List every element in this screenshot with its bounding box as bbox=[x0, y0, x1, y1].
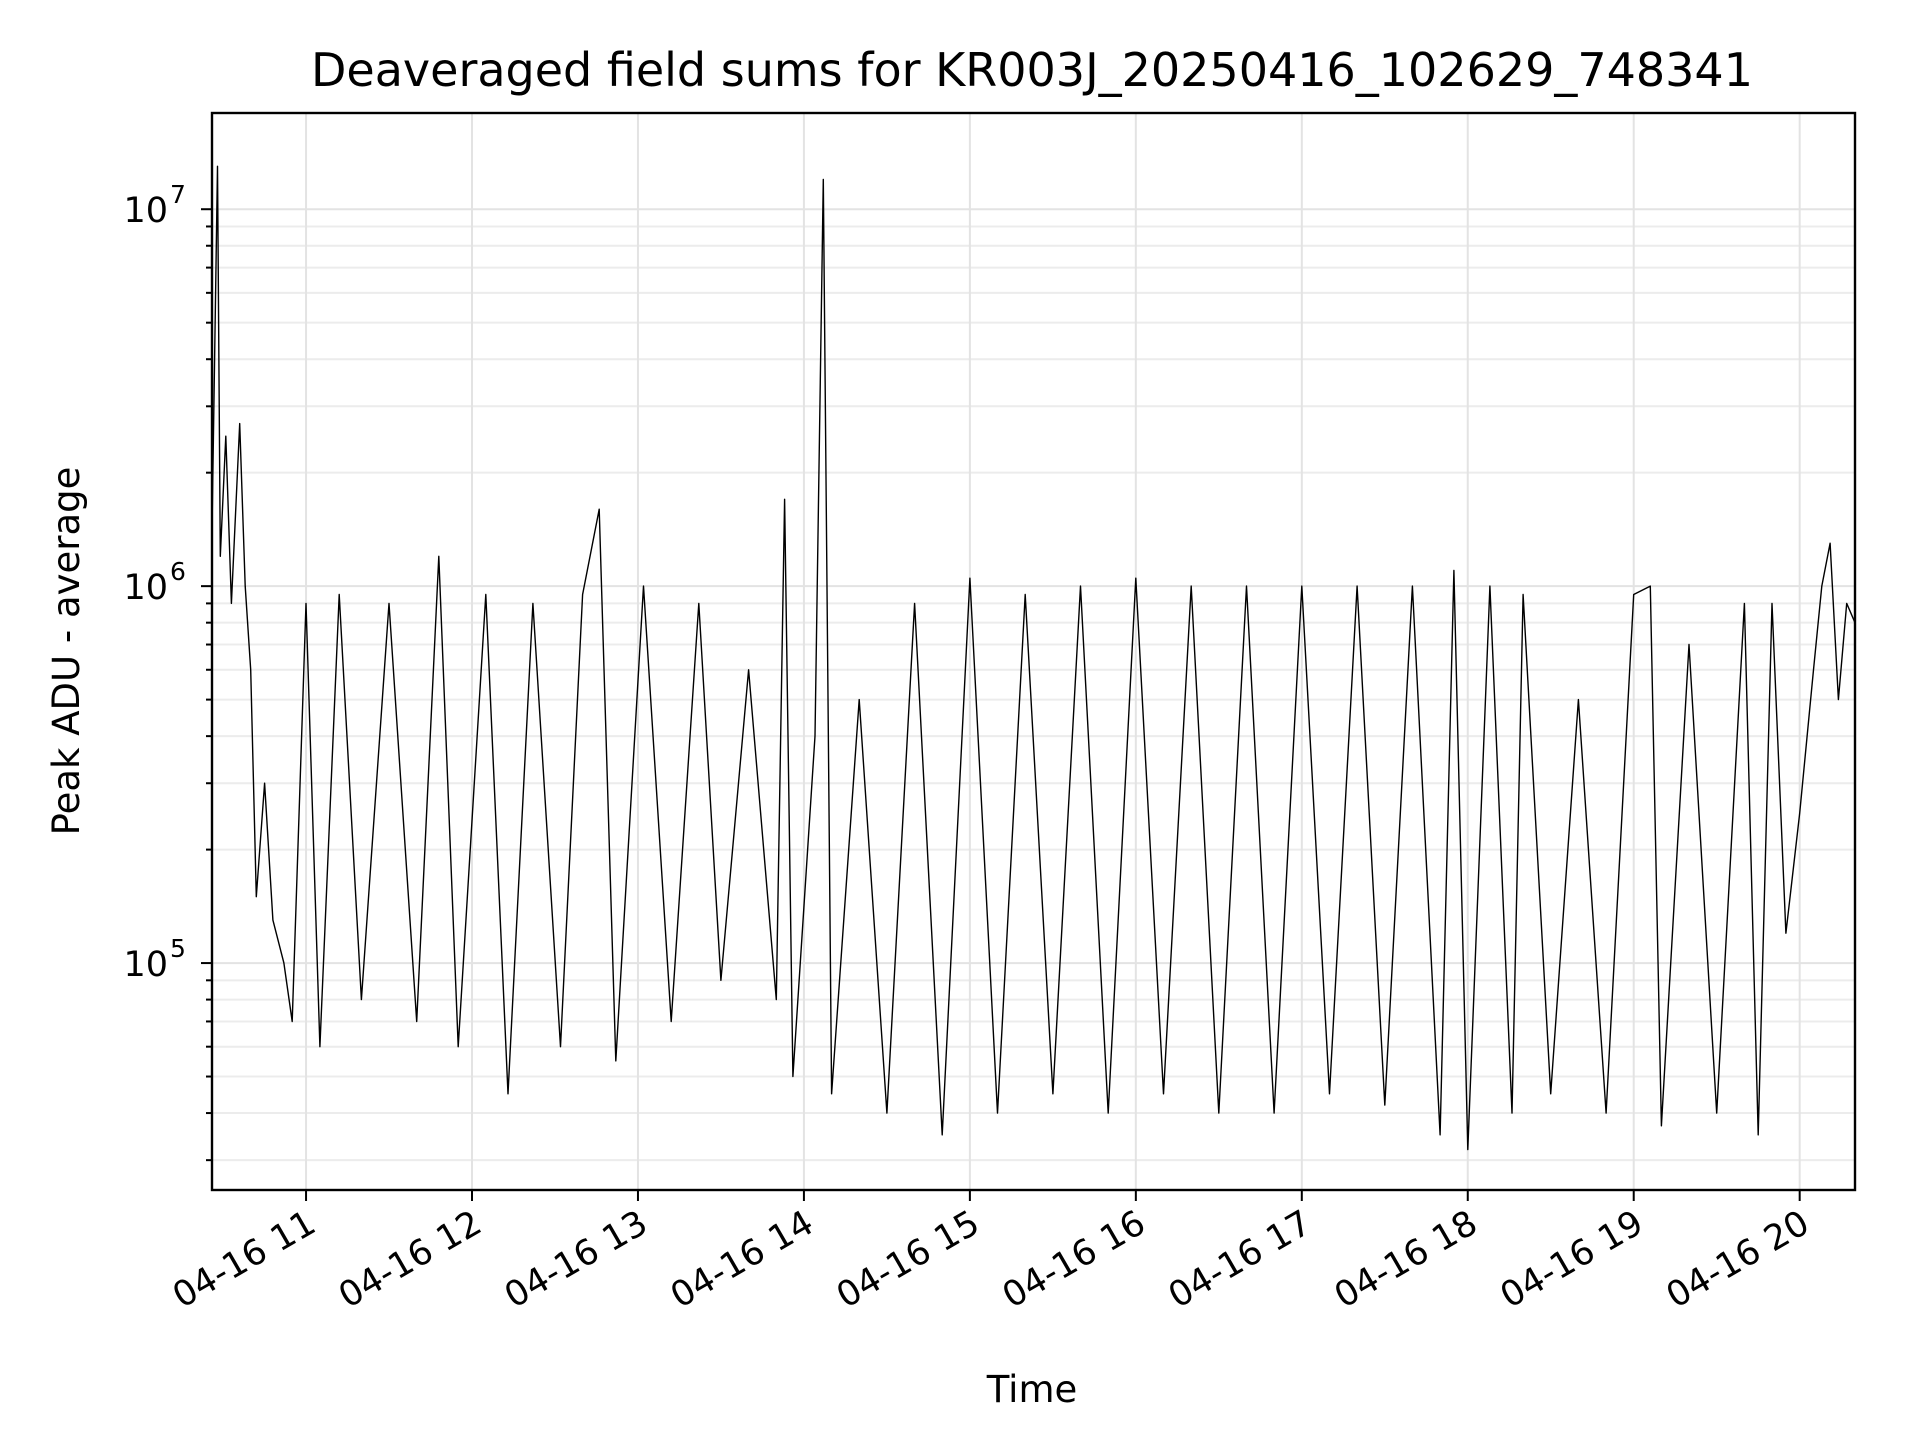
x-tick-label: 04-16 15 bbox=[830, 1203, 986, 1316]
x-tick-label: 04-16 16 bbox=[996, 1203, 1152, 1316]
x-axis: 04-16 11 04-16 12 04-16 13 04-16 14 04-16 15… bbox=[166, 1190, 1816, 1316]
x-tick-label: 04-16 20 bbox=[1660, 1203, 1816, 1316]
plot-frame bbox=[210, 111, 1857, 1192]
x-tick-label: 04-16 19 bbox=[1494, 1203, 1650, 1316]
x-axis-label: Time bbox=[986, 1368, 1078, 1411]
series-layer bbox=[211, 165, 1856, 1151]
chart-title: Deaveraged field sums for KR003J_2025041… bbox=[311, 43, 1753, 97]
x-tick-label: 04-16 18 bbox=[1328, 1203, 1484, 1316]
y-tick-label: 10 bbox=[123, 191, 168, 231]
y-tick-exponent: 6 bbox=[170, 557, 186, 586]
y-tick-exponent: 7 bbox=[170, 180, 186, 209]
y-axis-label: Peak ADU - average bbox=[45, 467, 88, 836]
series-line-0 bbox=[211, 165, 1856, 1151]
y-tick-label: 10 bbox=[123, 568, 168, 608]
grid-lines bbox=[212, 113, 1855, 1190]
x-tick-label: 04-16 11 bbox=[166, 1203, 322, 1316]
y-tick-exponent: 5 bbox=[170, 934, 186, 963]
x-tick-label: 04-16 14 bbox=[664, 1203, 820, 1316]
y-tick-label: 10 bbox=[123, 945, 168, 985]
x-tick-label: 04-16 13 bbox=[498, 1203, 654, 1316]
x-tick-label: 04-16 17 bbox=[1162, 1203, 1318, 1316]
x-tick-label: 04-16 12 bbox=[332, 1203, 488, 1316]
